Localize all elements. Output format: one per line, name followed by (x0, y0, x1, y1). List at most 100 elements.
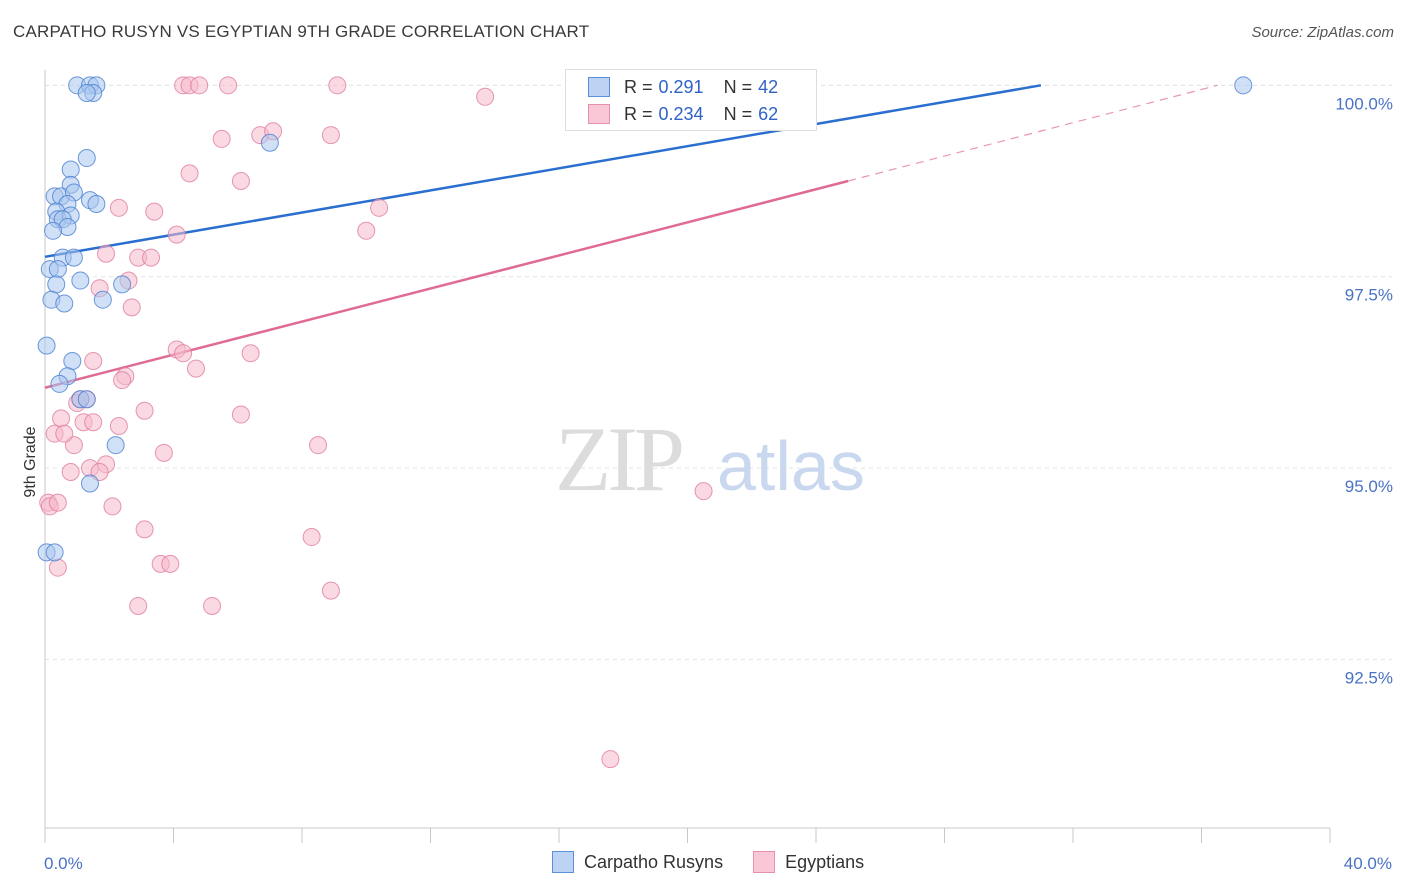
legend-swatch-blue (588, 77, 610, 97)
egyptian-point (64, 436, 83, 455)
carpatho-point (80, 474, 99, 493)
legend-n-value: 42 (758, 76, 779, 97)
carpatho-point (71, 271, 90, 290)
legend-swatch-pink (588, 104, 610, 124)
carpatho-point (113, 275, 132, 294)
legend-r-value: 0.291 (658, 76, 704, 97)
data-points (37, 76, 1253, 769)
y-tick-label: 95.0% (1345, 477, 1393, 496)
egyptian-point (302, 528, 321, 547)
egyptian-point (129, 596, 148, 615)
egyptian-point (309, 436, 328, 455)
legend-swatch-blue (552, 851, 574, 873)
carpatho-point (77, 390, 96, 409)
watermark-atlas: atlas (717, 427, 865, 505)
legend-r-value: 0.234 (658, 103, 704, 124)
egyptian-point (321, 581, 340, 600)
carpatho-point (77, 83, 96, 102)
watermark-zip: ZIP (555, 408, 682, 510)
carpatho-point (44, 221, 63, 240)
egyptian-point (357, 221, 376, 240)
egyptian-point (203, 596, 222, 615)
egyptian-point (97, 244, 116, 263)
egyptian-point (109, 417, 128, 436)
axis-labels: 92.5% 95.0% 97.5% 100.0% 0.0% 40.0% 9th Grade (22, 94, 1393, 873)
egyptian-point (161, 554, 180, 573)
legend-box: R = 0.291 N = 42 R = 0.234 N = 62 (565, 69, 817, 131)
egyptian-point (48, 558, 67, 577)
egyptian-point (241, 344, 260, 363)
legend-item-egyptians[interactable]: Egyptians (753, 851, 864, 873)
carpatho-point (63, 351, 82, 370)
legend-item-carpatho-rusyns[interactable]: Carpatho Rusyns (552, 851, 723, 873)
legend-n-label: N = (723, 76, 753, 97)
egyptian-point (231, 405, 250, 424)
egyptian-point (601, 750, 620, 769)
egyptian-point (122, 298, 141, 317)
legend-r-label: R = (624, 76, 653, 97)
carpatho-point (93, 290, 112, 309)
bottom-legend: Carpatho Rusyns Egyptians (552, 851, 894, 873)
egyptian-point (219, 76, 238, 95)
egyptian-point (190, 76, 209, 95)
egyptian-point (328, 76, 347, 95)
carpatho-point (260, 133, 279, 152)
legend-row-egyptians: R = 0.234 N = 62 (588, 102, 778, 126)
trend-line-carpatho (44, 84, 1042, 259)
egyptian-point (167, 225, 186, 244)
egyptian-point (90, 462, 109, 481)
egyptian-point (231, 172, 250, 191)
legend-r-label: R = (624, 103, 653, 124)
egyptian-point (84, 413, 103, 432)
legend-n-label: N = (723, 103, 753, 124)
carpatho-point (87, 194, 106, 213)
carpatho-point (47, 275, 66, 294)
trend-line-egyptians (44, 179, 849, 389)
egyptian-point (321, 126, 340, 145)
x-tick-label-min: 0.0% (44, 854, 83, 873)
egyptian-point (135, 401, 154, 420)
y-tick-label: 92.5% (1345, 669, 1393, 688)
egyptian-point (142, 248, 161, 267)
legend-label-egyptians: Egyptians (785, 851, 865, 872)
carpatho-point (106, 436, 125, 455)
carpatho-point (37, 336, 56, 355)
egyptian-point (55, 424, 74, 443)
carpatho-point (48, 260, 67, 279)
egyptian-point (135, 520, 154, 539)
carpatho-point (61, 160, 80, 179)
legend-row-carpatho: R = 0.291 N = 42 (588, 75, 778, 99)
egyptian-point (154, 443, 173, 462)
egyptian-point (145, 202, 164, 221)
egyptian-point (174, 344, 193, 363)
watermark: ZIP atlas (555, 408, 865, 510)
egyptian-point (180, 164, 199, 183)
egyptian-point (370, 198, 389, 217)
egyptian-point (476, 87, 495, 106)
egyptian-point (109, 198, 128, 217)
chart-title: CARPATHO RUSYN VS EGYPTIAN 9TH GRADE COR… (13, 22, 590, 41)
axes (44, 70, 1331, 843)
gridlines (45, 84, 1392, 661)
egyptian-point (84, 351, 103, 370)
legend-n-value: 62 (758, 103, 779, 124)
carpatho-point (1234, 76, 1253, 95)
carpatho-point (77, 149, 96, 168)
egyptian-point (52, 409, 71, 428)
egyptian-point (212, 129, 231, 148)
egyptian-point (48, 493, 67, 512)
egyptian-point (113, 371, 132, 390)
source-label: Source: ZipAtlas.com (1251, 24, 1394, 41)
egyptian-point (186, 359, 205, 378)
legend-label-carpatho-rusyns: Carpatho Rusyns (584, 851, 724, 872)
y-tick-label: 100.0% (1335, 94, 1393, 113)
trend-line-egyptians-extension (847, 84, 1218, 182)
carpatho-point (64, 248, 83, 267)
egyptian-point (61, 462, 80, 481)
y-tick-label: 97.5% (1345, 286, 1393, 305)
legend-swatch-pink (753, 851, 776, 873)
y-axis-title: 9th Grade (22, 426, 39, 497)
x-tick-label-max: 40.0% (1344, 854, 1392, 873)
egyptian-point (103, 497, 122, 516)
